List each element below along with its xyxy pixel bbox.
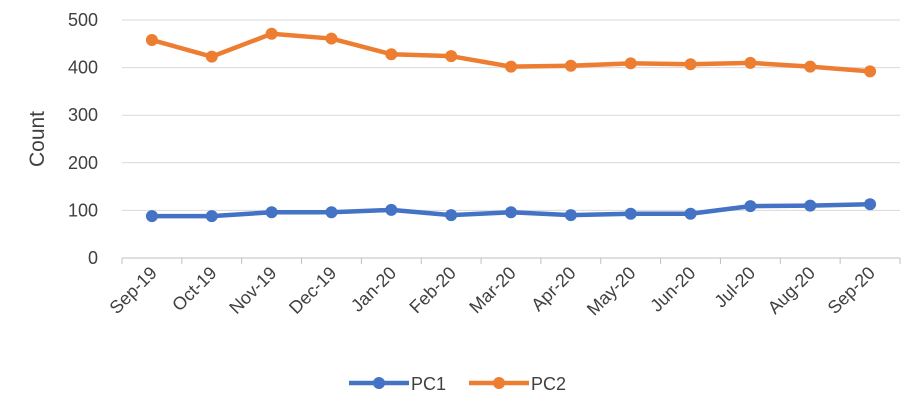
legend-item-pc1: PC1: [349, 374, 446, 394]
data-point: [624, 207, 637, 220]
y-tick-label: 200: [68, 153, 98, 173]
legend-swatch-marker: [493, 377, 505, 389]
data-point: [564, 209, 577, 222]
data-point: [804, 199, 817, 212]
legend-item-pc2: PC2: [469, 374, 566, 394]
legend: PC1 PC2: [349, 374, 566, 394]
y-axis-ticks: 0 100 200 300 400 500: [68, 10, 98, 268]
data-point: [505, 60, 517, 73]
data-point: [385, 203, 398, 216]
data-point: [265, 27, 278, 40]
data-point: [265, 206, 278, 219]
x-tick-label: Oct-19: [168, 263, 220, 315]
data-point: [205, 50, 218, 63]
x-tick-label: Apr-20: [527, 263, 579, 315]
x-tick-label: Mar-20: [465, 263, 519, 317]
x-tick-label: Jul-20: [710, 263, 759, 312]
data-point: [445, 209, 458, 222]
y-tick-label: 300: [68, 105, 98, 125]
data-point: [385, 48, 398, 61]
y-tick-label: 500: [68, 10, 98, 30]
data-point: [325, 32, 338, 45]
series-pc1: [145, 198, 877, 223]
data-point: [744, 200, 757, 213]
data-point: [564, 59, 577, 72]
data-point: [624, 57, 637, 70]
y-tick-label: 0: [88, 248, 98, 268]
x-tick-label: May-20: [583, 263, 640, 320]
x-tick-label: Aug-20: [764, 263, 819, 318]
data-point: [744, 56, 757, 69]
x-axis-ticks: Sep-19 Oct-19 Nov-19 Dec-19 Jan-20 Feb-20 Mar-…: [106, 258, 901, 320]
data-point: [325, 206, 338, 219]
x-tick-label: Sep-19: [106, 263, 161, 318]
series-lines: [145, 27, 877, 223]
legend-swatch-marker: [373, 377, 385, 389]
x-tick-label: Sep-20: [824, 263, 879, 318]
data-point: [864, 65, 877, 78]
data-point: [445, 50, 458, 63]
x-tick-label: Nov-19: [225, 263, 280, 318]
x-tick-label: Feb-20: [406, 263, 460, 317]
data-point: [205, 210, 218, 223]
legend-label: PC1: [411, 374, 446, 394]
y-tick-label: 400: [68, 58, 98, 78]
y-tick-label: 100: [68, 200, 98, 220]
y-axis-title: Count: [26, 111, 49, 167]
series-pc2: [145, 27, 877, 78]
data-point: [804, 60, 817, 73]
x-tick-label: Dec-19: [285, 263, 340, 318]
x-tick-label: Jan-20: [347, 263, 400, 316]
data-point: [684, 58, 697, 71]
x-tick-label: Jun-20: [646, 263, 699, 316]
data-point: [684, 207, 697, 220]
data-point: [145, 33, 158, 46]
data-point: [505, 206, 517, 219]
data-point: [145, 210, 158, 223]
data-point: [864, 198, 877, 211]
gridlines: [122, 19, 900, 211]
legend-label: PC2: [531, 374, 566, 394]
